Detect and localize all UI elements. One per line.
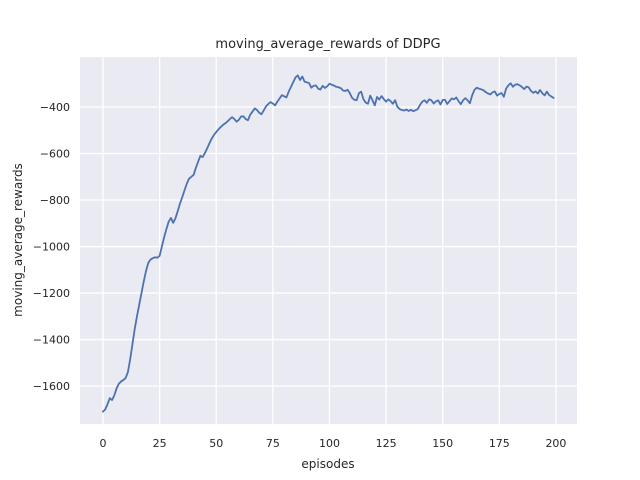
y-tick-label: −600 <box>40 148 70 161</box>
x-tick-label: 150 <box>432 437 453 450</box>
x-tick-label: 0 <box>99 437 106 450</box>
x-tick-label: 125 <box>376 437 397 450</box>
y-tick-label: −1200 <box>33 287 70 300</box>
reward-line <box>102 74 555 413</box>
y-tick-labels: −400 −600 −800 −1000 −1200 −1400 −1600 <box>33 101 70 393</box>
y-tick-label: −1600 <box>33 380 70 393</box>
x-axis-label: episodes <box>301 457 354 471</box>
x-tick-label: 175 <box>489 437 510 450</box>
y-tick-label: −1000 <box>33 241 70 254</box>
y-axis-label: moving_average_rewards <box>11 163 25 317</box>
x-tick-labels: 0 25 50 75 100 125 150 175 200 <box>99 437 566 450</box>
x-tick-label: 50 <box>209 437 223 450</box>
y-tick-label: −1400 <box>33 334 70 347</box>
x-tick-label: 75 <box>266 437 280 450</box>
gridlines <box>80 57 577 424</box>
x-tick-label: 100 <box>319 437 340 450</box>
y-tick-label: −800 <box>40 194 70 207</box>
x-tick-label: 200 <box>545 437 566 450</box>
x-tick-label: 25 <box>153 437 167 450</box>
y-tick-label: −400 <box>40 101 70 114</box>
chart-title: moving_average_rewards of DDPG <box>215 37 440 52</box>
axes-background <box>80 57 577 424</box>
data-series <box>102 74 555 413</box>
